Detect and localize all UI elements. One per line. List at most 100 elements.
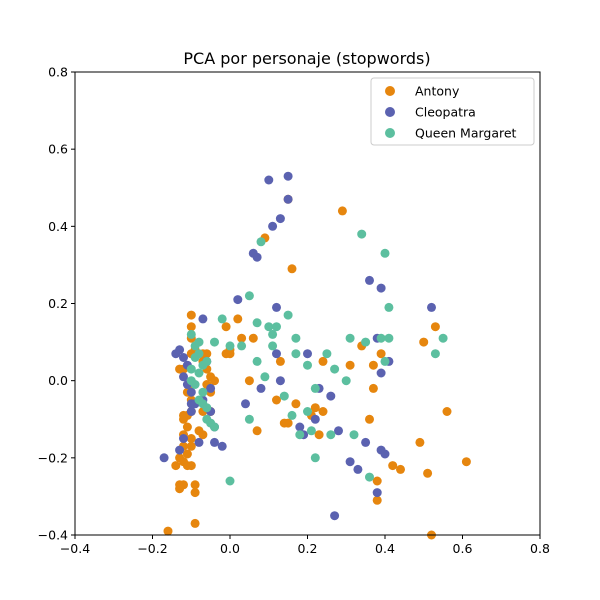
point-antony-20	[179, 410, 188, 420]
point-cleopatra-54	[427, 302, 436, 312]
point-cleopatra-50	[376, 368, 386, 378]
point-queen-margaret-47	[376, 333, 386, 343]
point-queen-margaret-56	[244, 414, 254, 424]
legend-label: Antony	[415, 84, 460, 99]
point-cleopatra-9	[186, 387, 196, 397]
y-tick-label: −0.2	[38, 450, 68, 465]
point-queen-margaret-51	[384, 333, 394, 343]
point-antony-50	[244, 376, 254, 386]
points-layer	[159, 171, 471, 540]
point-queen-margaret-2	[194, 349, 204, 359]
point-antony-33	[202, 349, 212, 359]
point-antony-59	[291, 399, 301, 409]
point-queen-margaret-35	[306, 426, 316, 436]
point-antony-43	[198, 430, 208, 440]
point-antony-75	[388, 461, 398, 471]
chart-title: PCA por personaje (stopwords)	[183, 49, 430, 68]
point-queen-margaret-29	[283, 310, 293, 320]
point-queen-margaret-8	[198, 387, 208, 397]
point-antony-37	[210, 376, 219, 386]
point-antony-72	[372, 476, 382, 486]
point-cleopatra-45	[361, 437, 371, 447]
x-axis: −0.4 −0.2 0.0 0.2 0.4 0.6 0.8	[60, 535, 550, 556]
point-cleopatra-30	[272, 349, 281, 359]
point-antony-13	[186, 441, 196, 451]
point-cleopatra-27	[264, 175, 274, 185]
point-cleopatra-32	[275, 214, 285, 224]
point-antony-47	[221, 322, 231, 332]
point-queen-margaret-19	[217, 314, 227, 324]
y-tick-label: 0.4	[48, 219, 68, 234]
point-cleopatra-13	[194, 437, 204, 447]
point-antony-79	[423, 468, 433, 478]
point-queen-margaret-37	[310, 453, 320, 463]
point-queen-margaret-48	[380, 356, 390, 366]
point-cleopatra-4	[175, 345, 185, 355]
point-queen-margaret-39	[326, 430, 336, 440]
point-cleopatra-11	[186, 407, 196, 416]
point-cleopatra-34	[283, 194, 293, 204]
point-queen-margaret-42	[345, 333, 355, 343]
point-antony-76	[396, 464, 405, 474]
y-tick-label: 0.0	[48, 373, 68, 388]
point-cleopatra-31	[275, 376, 285, 386]
point-queen-margaret-20	[237, 341, 247, 351]
legend-label: Queen Margaret	[415, 126, 517, 141]
point-antony-7	[171, 461, 181, 471]
point-cleopatra-35	[295, 422, 305, 432]
x-tick-label: 0.2	[298, 541, 318, 556]
legend-label: Cleopatra	[415, 105, 476, 120]
point-antony-52	[248, 333, 258, 343]
point-queen-margaret-4	[194, 368, 204, 378]
point-antony-11	[186, 461, 196, 471]
point-antony-4	[190, 480, 200, 490]
point-cleopatra-44	[353, 464, 363, 474]
point-queen-margaret-32	[291, 349, 301, 359]
point-antony-67	[345, 360, 355, 370]
legend: Antony Cleopatra Queen Margaret	[370, 77, 535, 146]
point-queen-margaret-0	[186, 329, 196, 339]
point-antony-65	[318, 356, 328, 366]
legend-frame	[370, 77, 535, 146]
point-queen-margaret-52	[430, 349, 440, 359]
point-antony-73	[372, 495, 382, 505]
point-cleopatra-29	[272, 302, 281, 312]
point-queen-margaret-22	[252, 318, 262, 328]
point-cleopatra-42	[334, 426, 343, 436]
point-cleopatra-26	[256, 383, 266, 393]
point-queen-margaret-34	[303, 407, 312, 416]
point-queen-margaret-33	[295, 430, 305, 440]
point-antony-5	[190, 488, 200, 498]
point-cleopatra-33	[283, 171, 293, 181]
point-antony-57	[283, 418, 293, 428]
point-antony-26	[175, 364, 185, 374]
point-antony-48	[233, 314, 243, 324]
point-antony-3	[179, 480, 188, 490]
point-antony-0	[163, 526, 173, 536]
point-antony-77	[415, 437, 425, 447]
y-tick-label: 0.6	[48, 142, 68, 157]
point-queen-margaret-41	[341, 376, 351, 386]
y-tick-label: 0.2	[48, 296, 68, 311]
point-cleopatra-22	[233, 295, 243, 305]
point-cleopatra-43	[345, 457, 355, 467]
point-antony-49	[237, 333, 247, 343]
point-queen-margaret-44	[357, 229, 367, 239]
point-queen-margaret-38	[322, 349, 332, 359]
point-antony-17	[182, 422, 192, 432]
point-queen-margaret-53	[438, 333, 448, 343]
point-cleopatra-7	[179, 372, 188, 382]
point-antony-55	[275, 356, 285, 366]
point-cleopatra-19	[210, 437, 219, 447]
y-axis: −0.4 −0.2 0.0 0.2 0.4 0.6 0.8	[38, 65, 75, 543]
point-cleopatra-16	[206, 383, 216, 393]
point-antony-63	[314, 430, 324, 440]
x-tick-label: −0.2	[137, 541, 167, 556]
point-antony-71	[368, 360, 378, 370]
point-queen-margaret-17	[210, 422, 219, 432]
point-antony-46	[225, 349, 235, 359]
point-queen-margaret-59	[268, 329, 278, 339]
point-antony-54	[272, 395, 281, 405]
point-queen-margaret-54	[225, 476, 235, 486]
point-cleopatra-23	[241, 399, 250, 409]
